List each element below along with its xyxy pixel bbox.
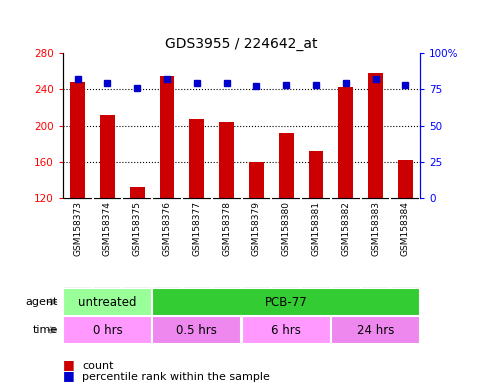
Bar (63, 288, 152, 316)
Bar (331, 316, 420, 344)
Bar (152, 316, 242, 344)
Text: GSM158373: GSM158373 (73, 201, 82, 256)
Text: 6 hrs: 6 hrs (271, 323, 301, 336)
Text: agent: agent (26, 297, 58, 307)
Bar (130, 187, 145, 198)
Text: GSM158380: GSM158380 (282, 201, 291, 256)
Text: count: count (82, 361, 114, 371)
Bar (70, 82, 85, 198)
Bar (368, 73, 383, 198)
Text: 24 hrs: 24 hrs (357, 323, 394, 336)
Text: GSM158379: GSM158379 (252, 201, 261, 256)
Text: untreated: untreated (78, 296, 137, 308)
Text: ■: ■ (63, 358, 74, 371)
Bar (398, 160, 413, 198)
Text: GSM158382: GSM158382 (341, 201, 350, 256)
Text: GSM158377: GSM158377 (192, 201, 201, 256)
Text: 0 hrs: 0 hrs (93, 323, 122, 336)
Text: ■: ■ (63, 369, 74, 382)
Text: GSM158374: GSM158374 (103, 201, 112, 256)
Text: GSM158378: GSM158378 (222, 201, 231, 256)
Text: percentile rank within the sample: percentile rank within the sample (82, 372, 270, 382)
Text: GSM158383: GSM158383 (371, 201, 380, 256)
Bar (189, 119, 204, 198)
Text: PCB-77: PCB-77 (265, 296, 308, 308)
Bar (100, 115, 115, 198)
Bar (242, 316, 331, 344)
Bar (338, 88, 353, 198)
Text: 0.5 hrs: 0.5 hrs (176, 323, 217, 336)
Text: time: time (33, 325, 58, 335)
Bar (249, 162, 264, 198)
Text: GSM158376: GSM158376 (163, 201, 171, 256)
Bar (219, 122, 234, 198)
Bar (63, 316, 152, 344)
Bar (279, 133, 294, 198)
Bar (309, 151, 324, 198)
Title: GDS3955 / 224642_at: GDS3955 / 224642_at (165, 36, 318, 51)
Text: GSM158375: GSM158375 (133, 201, 142, 256)
Bar (159, 76, 174, 198)
Bar (152, 288, 420, 316)
Text: GSM158384: GSM158384 (401, 201, 410, 256)
Text: GSM158381: GSM158381 (312, 201, 320, 256)
